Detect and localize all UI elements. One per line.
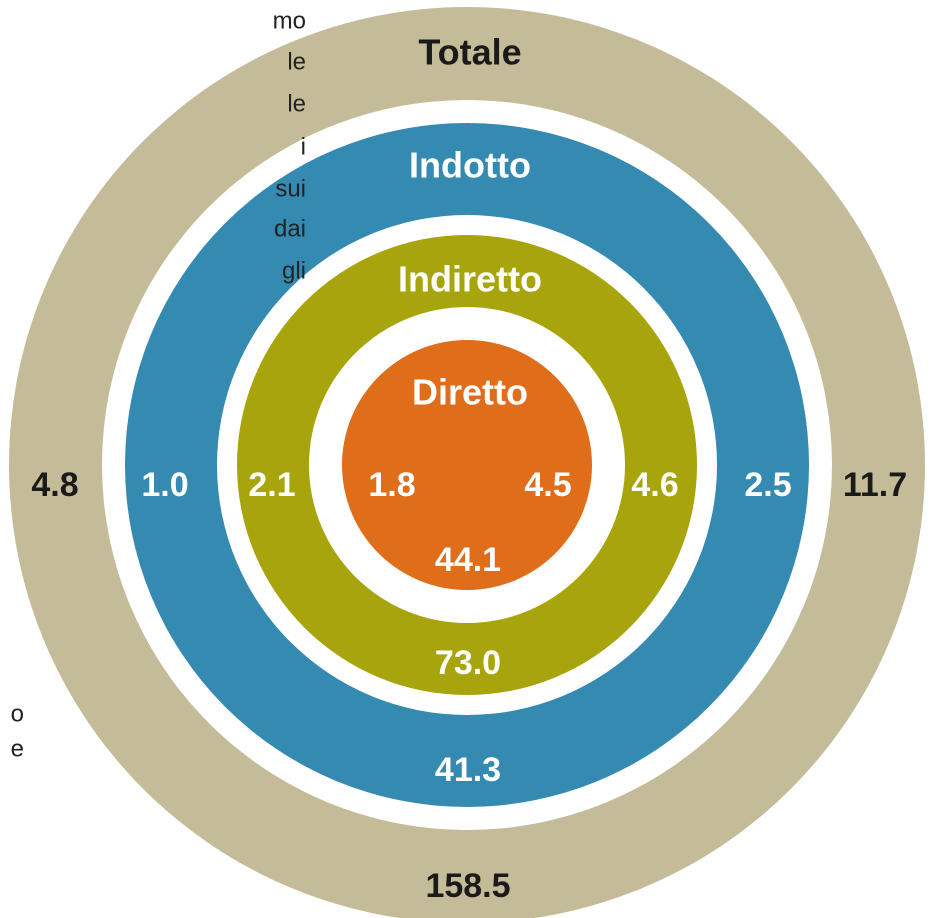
right-value: 4.6 bbox=[631, 466, 678, 504]
left-value: 1.8 bbox=[368, 466, 415, 504]
side-text: sui bbox=[275, 175, 306, 202]
left-value: 2.1 bbox=[248, 466, 295, 504]
side-text: gli bbox=[282, 257, 306, 284]
right-value: 4.5 bbox=[524, 466, 571, 504]
right-value: 11.7 bbox=[843, 466, 907, 504]
right-value: 2.5 bbox=[744, 466, 791, 504]
side-text: le bbox=[287, 48, 306, 75]
ring-label: Diretto bbox=[412, 372, 528, 413]
ring-label: Indotto bbox=[409, 145, 531, 186]
ring-label: Indiretto bbox=[398, 259, 542, 300]
bottom-value: 158.5 bbox=[425, 867, 510, 905]
side-fragment: e bbox=[11, 735, 24, 762]
side-text: mo bbox=[273, 7, 306, 34]
labels: Totale 4.8 11.7 158.5 Indotto 1.0 2.5 41.3 Indir… bbox=[11, 7, 908, 905]
side-text: i bbox=[301, 133, 306, 160]
core-diretto bbox=[342, 340, 592, 590]
bottom-value: 41.3 bbox=[435, 751, 501, 789]
side-fragment: o bbox=[11, 700, 24, 727]
bottom-value: 44.1 bbox=[435, 541, 501, 579]
side-text: le bbox=[287, 90, 306, 117]
left-value: 1.0 bbox=[141, 466, 188, 504]
ring-label: Totale bbox=[418, 32, 521, 73]
left-value: 4.8 bbox=[31, 466, 78, 504]
side-text: dai bbox=[274, 215, 306, 242]
bottom-value: 73.0 bbox=[435, 644, 501, 682]
